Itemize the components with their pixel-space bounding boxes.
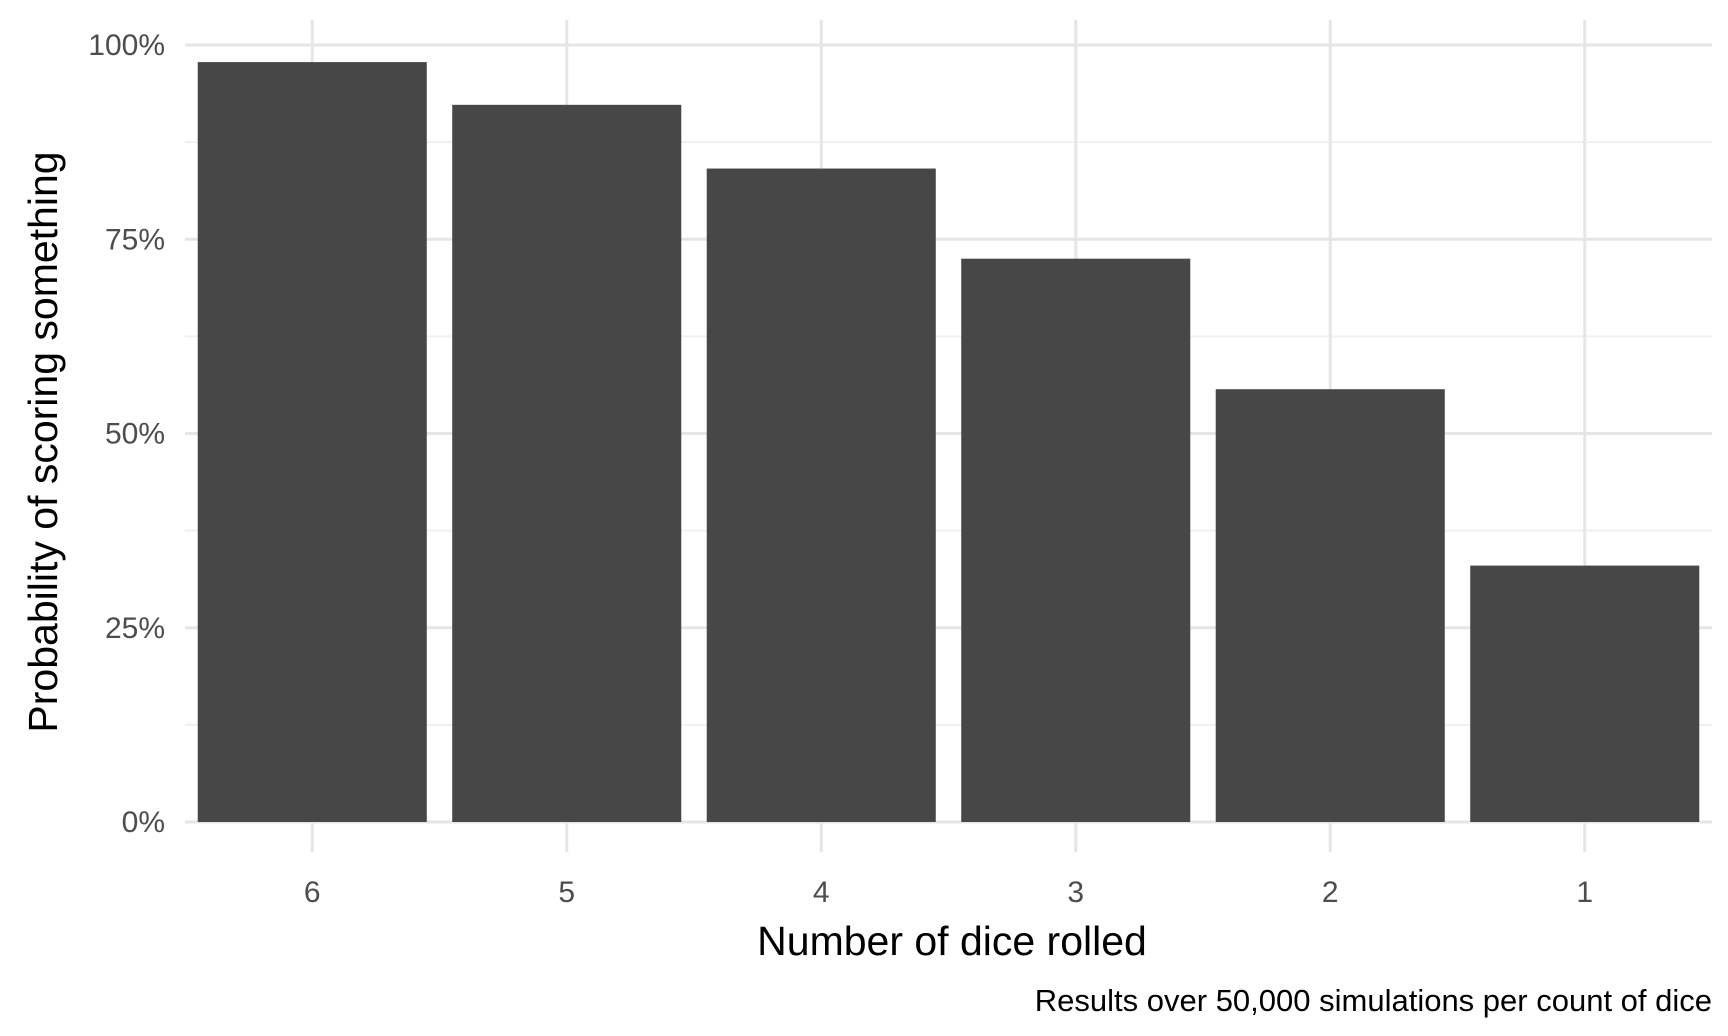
bar-dice-6	[197, 62, 427, 823]
y-tick-label: 50%	[105, 418, 165, 451]
bar-layer	[197, 62, 1700, 823]
x-axis-ticks: 6 5 4 3 2 1	[304, 876, 1593, 909]
bar-dice-4	[706, 168, 936, 823]
bar-dice-5	[452, 104, 682, 823]
x-tick-label: 4	[813, 876, 830, 909]
x-tick-label: 6	[304, 876, 321, 909]
y-axis-ticks: 0% 25% 50% 75% 100%	[88, 29, 165, 839]
bar-dice-2	[1215, 389, 1445, 822]
bar-dice-3	[961, 258, 1191, 822]
x-tick-label: 3	[1067, 876, 1084, 909]
x-tick-label: 1	[1576, 876, 1593, 909]
x-tick-label: 2	[1322, 876, 1339, 909]
y-tick-label: 25%	[105, 612, 165, 645]
chart-caption: Results over 50,000 simulations per coun…	[1035, 983, 1712, 1018]
x-axis-title: Number of dice rolled	[757, 918, 1147, 964]
y-tick-label: 75%	[105, 223, 165, 256]
y-tick-label: 100%	[88, 29, 165, 62]
y-tick-label: 0%	[122, 806, 165, 839]
bar-dice-1	[1470, 565, 1700, 822]
y-axis-title: Probability of scoring something	[20, 151, 66, 732]
x-tick-label: 5	[558, 876, 575, 909]
